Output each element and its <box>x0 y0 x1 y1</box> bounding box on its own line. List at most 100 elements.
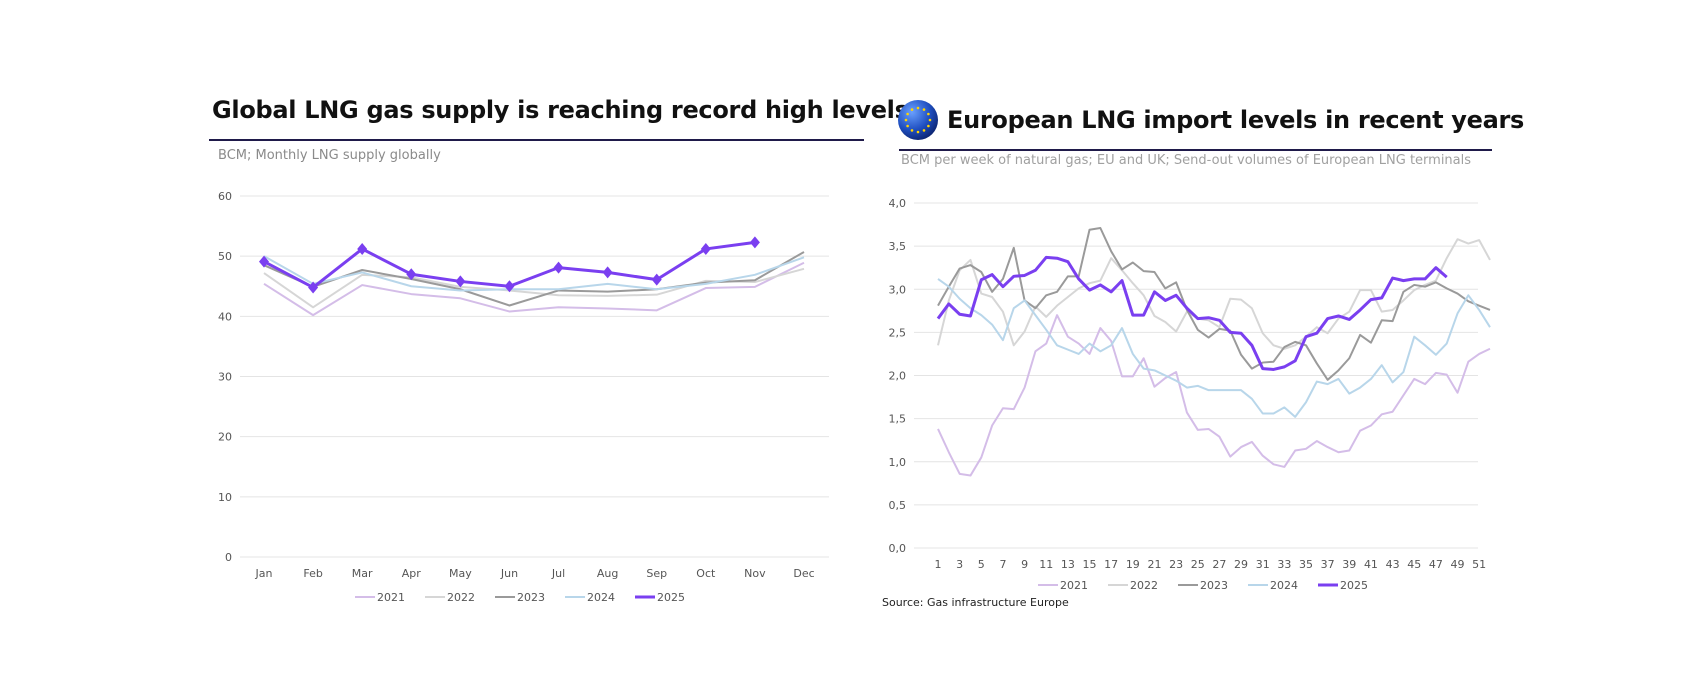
x-tick-label: 5 <box>978 558 985 571</box>
x-tick-label: 31 <box>1256 558 1270 571</box>
x-tick-label: 39 <box>1342 558 1356 571</box>
flag-star <box>916 106 920 110</box>
source-note: Source: Gas infrastructure Europe <box>882 596 1069 609</box>
x-tick-label: 23 <box>1169 558 1183 571</box>
legend-label-2024: 2024 <box>1270 579 1298 592</box>
right-title-rule <box>899 149 1492 151</box>
x-tick-label: 49 <box>1451 558 1465 571</box>
x-tick-label: 43 <box>1386 558 1400 571</box>
legend-label-2025: 2025 <box>1340 579 1368 592</box>
flag-star <box>904 118 908 122</box>
flag-star <box>922 108 926 111</box>
x-tick-label: Sep <box>646 567 667 580</box>
data-marker-2025 <box>553 261 564 274</box>
y-tick-label: 2,5 <box>889 326 907 339</box>
y-tick-label: 20 <box>218 431 232 444</box>
data-marker-2025 <box>700 242 711 255</box>
x-tick-label: Feb <box>303 567 322 580</box>
x-tick-label: 15 <box>1083 558 1097 571</box>
y-tick-label: 4,0 <box>889 197 907 210</box>
flag-star <box>927 124 930 128</box>
flag-star <box>906 124 909 128</box>
x-tick-label: May <box>449 567 472 580</box>
y-tick-label: 0 <box>225 551 232 564</box>
x-tick-label: 25 <box>1191 558 1205 571</box>
legend-label-2021: 2021 <box>1060 579 1088 592</box>
right-chart-title: European LNG import levels in recent yea… <box>947 106 1525 134</box>
right-chart-subtitle: BCM per week of natural gas; EU and UK; … <box>901 153 1472 168</box>
x-tick-label: 35 <box>1299 558 1313 571</box>
data-marker-2025 <box>504 280 515 293</box>
x-tick-label: 21 <box>1147 558 1161 571</box>
y-tick-label: 50 <box>218 250 232 263</box>
x-tick-label: 41 <box>1364 558 1378 571</box>
data-marker-2025 <box>651 273 662 286</box>
data-marker-2025 <box>602 266 613 279</box>
x-tick-label: 37 <box>1321 558 1335 571</box>
x-tick-label: 1 <box>935 558 942 571</box>
y-tick-label: 60 <box>218 190 232 203</box>
x-tick-label: Oct <box>696 567 716 580</box>
x-tick-label: 19 <box>1126 558 1140 571</box>
series-line-2021 <box>263 261 805 317</box>
left-chart: 0 10 20 30 40 50 60 Jan Feb Mar Apr May Jun Jul Aug Sep… <box>218 190 829 604</box>
series-line-2024 <box>937 278 1491 418</box>
data-marker-2025 <box>455 275 466 288</box>
x-tick-label: 51 <box>1472 558 1486 571</box>
flag-star <box>916 130 920 134</box>
x-tick-label: Jun <box>500 567 518 580</box>
left-chart-subtitle: BCM; Monthly LNG supply globally <box>218 148 441 163</box>
x-tick-label: 47 <box>1429 558 1443 571</box>
x-tick-label: Aug <box>597 567 618 580</box>
eu-flag-icon <box>897 99 939 141</box>
flag-star <box>910 108 914 111</box>
x-tick-label: 7 <box>999 558 1006 571</box>
y-tick-label: 2,0 <box>889 370 907 383</box>
x-tick-label: Mar <box>352 567 373 580</box>
legend-label-2023: 2023 <box>517 591 545 604</box>
x-tick-label: Jul <box>551 567 565 580</box>
legend-label-2024: 2024 <box>587 591 615 604</box>
data-marker-2025 <box>259 255 269 268</box>
right-chart: 0,00,51,01,52,02,53,03,54,01 3 5 7 9 11 13 15 17… <box>889 197 1491 592</box>
legend-label-2021: 2021 <box>377 591 405 604</box>
y-tick-label: 0,5 <box>889 499 907 512</box>
y-tick-label: 40 <box>218 310 232 323</box>
flag-star <box>927 112 930 116</box>
series-line-2022 <box>263 267 805 309</box>
legend-label-2022: 2022 <box>447 591 475 604</box>
flag-star <box>906 112 909 116</box>
flag-star <box>910 129 914 132</box>
y-tick-label: 1,0 <box>889 456 907 469</box>
x-tick-label: Jan <box>255 567 273 580</box>
data-marker-2025 <box>357 242 368 255</box>
y-tick-label: 0,0 <box>889 542 907 555</box>
left-title-rule <box>209 139 864 141</box>
series-line-2023 <box>263 251 805 307</box>
y-tick-label: 10 <box>218 491 232 504</box>
x-tick-label: Apr <box>402 567 422 580</box>
x-tick-label: 33 <box>1277 558 1291 571</box>
x-tick-label: 11 <box>1039 558 1053 571</box>
x-tick-label: Dec <box>793 567 814 580</box>
legend-label-2022: 2022 <box>1130 579 1158 592</box>
flag-star <box>928 118 932 122</box>
series-line-2025 <box>936 255 1448 371</box>
series-line-2023 <box>937 227 1491 381</box>
legend-label-2025: 2025 <box>657 591 685 604</box>
x-tick-label: 17 <box>1104 558 1118 571</box>
x-tick-label: 27 <box>1212 558 1226 571</box>
legend-label-2023: 2023 <box>1200 579 1228 592</box>
x-tick-label: 29 <box>1234 558 1248 571</box>
x-tick-label: Nov <box>744 567 766 580</box>
y-tick-label: 30 <box>218 371 232 384</box>
x-tick-label: 13 <box>1061 558 1075 571</box>
y-tick-label: 1,5 <box>889 413 907 426</box>
data-marker-2025 <box>406 268 417 281</box>
left-chart-title: Global LNG gas supply is reaching record… <box>212 96 909 124</box>
data-marker-2025 <box>749 236 760 249</box>
flag-star <box>922 129 926 132</box>
data-marker-2025 <box>308 281 319 294</box>
x-tick-label: 9 <box>1021 558 1028 571</box>
